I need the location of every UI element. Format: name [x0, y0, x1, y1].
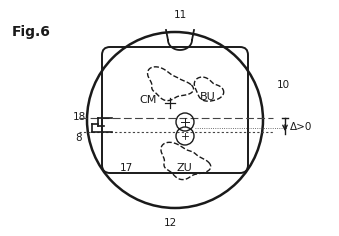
Text: 11: 11 [173, 10, 187, 20]
Text: CM: CM [139, 95, 157, 105]
Text: 12: 12 [163, 218, 177, 228]
Text: BU: BU [200, 92, 216, 102]
Text: Δ>0: Δ>0 [290, 122, 312, 132]
Text: ZU: ZU [176, 163, 192, 173]
Text: 17: 17 [120, 163, 133, 173]
Text: 8: 8 [75, 133, 82, 143]
Text: 10: 10 [277, 80, 290, 90]
Text: 18: 18 [73, 112, 86, 122]
Text: Fig.6: Fig.6 [12, 25, 51, 39]
